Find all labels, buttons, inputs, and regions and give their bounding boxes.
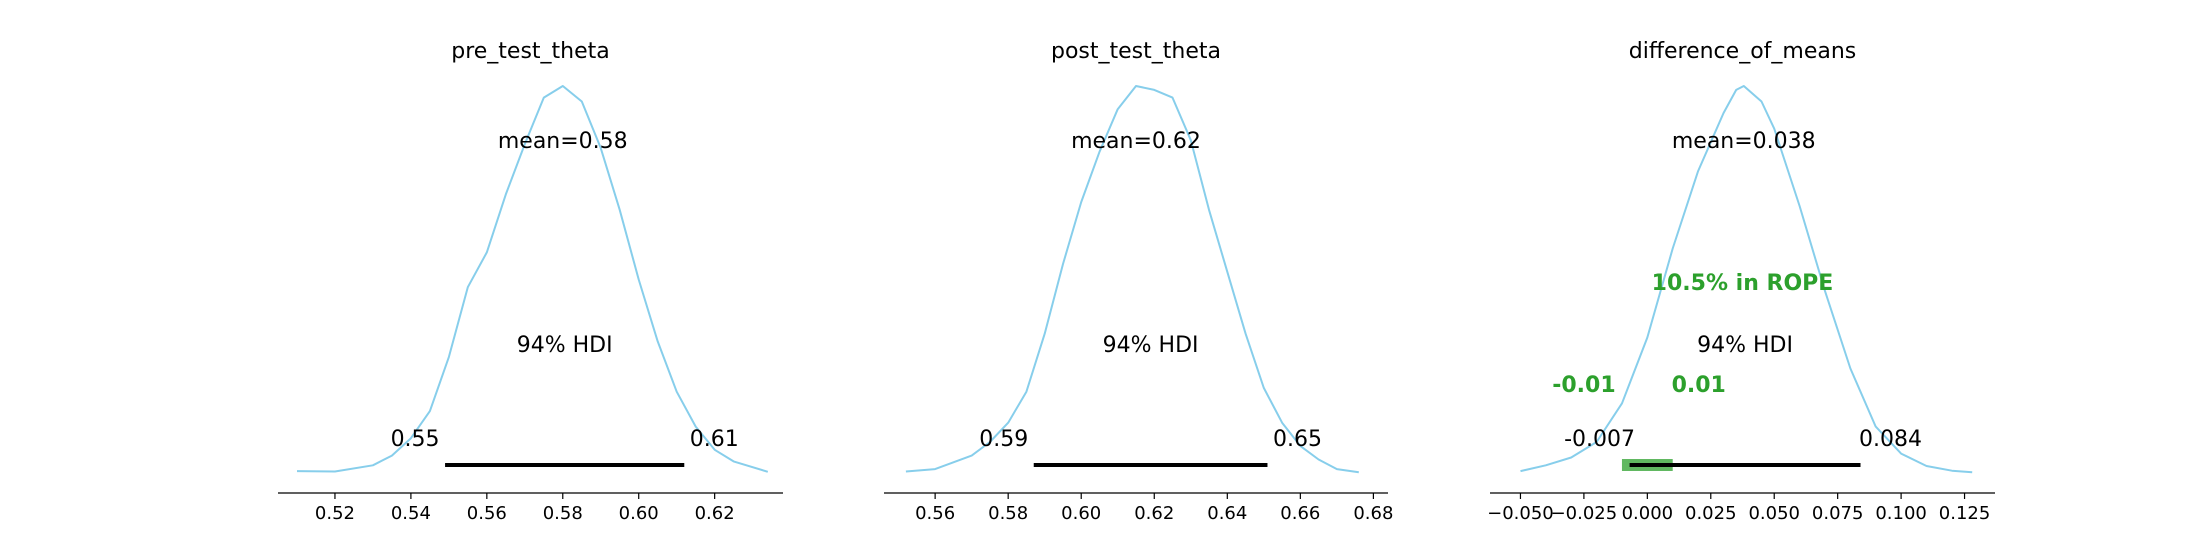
hdi-high-label: 0.61 [690, 427, 739, 452]
hdi-high-label: 0.084 [1859, 427, 1922, 452]
density-curve [905, 85, 1359, 474]
chart-panel-3: difference_of_means −0.050−0.025 0.000 0.02… [1487, 39, 1995, 524]
x-tick-label: −0.050 [1487, 503, 1554, 524]
density-curve [296, 85, 769, 473]
x-tick-label: 0.62 [1134, 503, 1174, 524]
hdi-high-label: 0.65 [1273, 427, 1322, 452]
x-tick-label: 0.60 [1061, 503, 1101, 524]
hdi-label: 94% HDI [517, 333, 613, 358]
x-tick-label: 0.58 [988, 503, 1028, 524]
x-tick-label: 0.64 [1207, 503, 1247, 524]
x-tick-label: 0.100 [1875, 503, 1927, 524]
hdi-low-label: -0.007 [1564, 427, 1635, 452]
rope-low-label: -0.01 [1552, 373, 1615, 398]
x-tick-label: 0.56 [915, 503, 955, 524]
hdi-low-label: 0.55 [391, 427, 440, 452]
x-tick-label: 0.025 [1685, 503, 1737, 524]
mean-label: mean=0.038 [1672, 129, 1816, 154]
x-tick-label: 0.60 [619, 503, 659, 524]
chart-title: post_test_theta [1051, 39, 1221, 64]
x-tick-label: 0.56 [467, 503, 507, 524]
x-tick-label: −0.025 [1551, 503, 1618, 524]
density-curve [1520, 85, 1973, 474]
x-tick-label: 0.075 [1812, 503, 1864, 524]
x-tick-label: 0.000 [1622, 503, 1674, 524]
x-tick-label: 0.66 [1280, 503, 1320, 524]
x-tick-label: 0.125 [1939, 503, 1991, 524]
mean-label: mean=0.58 [498, 129, 628, 154]
x-tick-label: 0.58 [543, 503, 583, 524]
x-tick-label: 0.62 [695, 503, 735, 524]
rope-high-label: 0.01 [1672, 373, 1726, 398]
x-tick-label: 0.68 [1353, 503, 1393, 524]
hdi-low-label: 0.59 [979, 427, 1028, 452]
x-tick-label: 0.54 [391, 503, 431, 524]
hdi-label: 94% HDI [1103, 333, 1199, 358]
chart-title: difference_of_means [1629, 39, 1857, 64]
chart-panel-2: post_test_theta 0.56 0.58 0.60 0.62 0.64 0.66 0… [884, 39, 1393, 524]
mean-label: mean=0.62 [1071, 129, 1201, 154]
x-tick-label: 0.52 [315, 503, 355, 524]
x-tick-label: 0.050 [1748, 503, 1800, 524]
hdi-label: 94% HDI [1697, 333, 1793, 358]
chart-title: pre_test_theta [451, 39, 610, 64]
chart-panel-1: pre_test_theta 0.52 0.54 0.56 0.58 0.60 0.62 0.… [278, 39, 783, 524]
rope-percent-label: 10.5% in ROPE [1652, 271, 1834, 296]
